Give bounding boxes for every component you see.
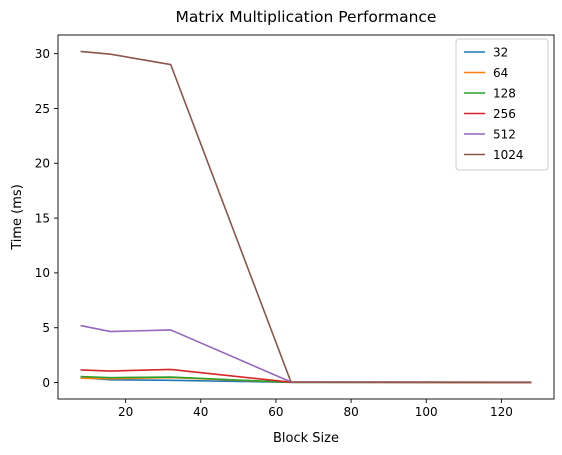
y-tick-label: 0 — [42, 376, 50, 390]
y-tick-label: 10 — [35, 266, 50, 280]
legend-label: 512 — [493, 127, 516, 141]
legend-label: 64 — [493, 66, 508, 80]
legend-label: 256 — [493, 107, 516, 121]
plot-frame — [57, 34, 555, 400]
x-axis: 20 40 60 80 100 120 — [118, 399, 513, 419]
x-tick-label: 80 — [343, 405, 358, 419]
y-tick-label: 25 — [35, 102, 50, 116]
series-line-1024 — [80, 50, 532, 384]
y-tick-label: 5 — [42, 321, 50, 335]
x-axis-label: Block Size — [273, 431, 339, 446]
x-tick-label: 60 — [268, 405, 283, 419]
x-tick-label: 120 — [490, 405, 513, 419]
y-axis: 0 5 10 15 20 25 30 — [35, 47, 58, 390]
legend-label: 32 — [493, 45, 508, 59]
legend: 32 64 128 256 512 1024 — [455, 38, 549, 171]
y-tick-label: 30 — [35, 47, 50, 61]
y-tick-label: 15 — [35, 211, 50, 225]
x-tick-label: 100 — [415, 405, 438, 419]
plot-area — [80, 50, 532, 384]
legend-label: 1024 — [493, 148, 524, 162]
x-tick-label: 40 — [193, 405, 208, 419]
series-line-512 — [80, 324, 532, 384]
chart-title: Matrix Multiplication Performance — [176, 8, 437, 26]
x-tick-label: 20 — [118, 405, 133, 419]
y-tick-label: 20 — [35, 157, 50, 171]
y-axis-label: Time (ms) — [10, 184, 25, 251]
legend-label: 128 — [493, 86, 516, 100]
